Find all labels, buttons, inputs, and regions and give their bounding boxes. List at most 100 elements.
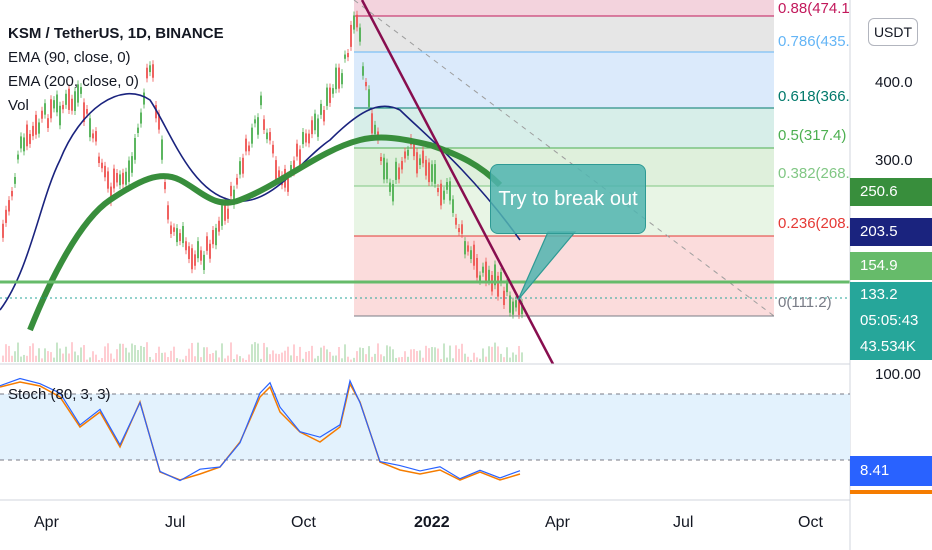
- candle-body: [368, 89, 370, 107]
- candle-body: [326, 87, 328, 106]
- stoch-d-line: [0, 381, 521, 481]
- volume-bar: [251, 344, 253, 362]
- candle-body: [512, 301, 514, 315]
- volume-bar: [353, 357, 355, 362]
- candle-body: [437, 188, 439, 193]
- volume-bar: [404, 351, 406, 362]
- volume-bar: [68, 353, 70, 362]
- candle-body: [482, 266, 484, 273]
- candle-body: [77, 84, 79, 103]
- stoch-legend[interactable]: Stoch (80, 3, 3): [8, 386, 111, 403]
- volume-bar: [197, 342, 199, 362]
- volume-bar: [416, 350, 418, 362]
- fib-label-0: 0(111.2): [778, 294, 832, 311]
- volume-bar: [248, 354, 250, 362]
- candle-body: [308, 133, 310, 144]
- symbol-title[interactable]: KSM / TetherUS, 1D, BINANCE: [8, 25, 224, 42]
- volume-bar: [290, 355, 292, 362]
- candle-body: [317, 118, 319, 137]
- volume-bar: [257, 343, 259, 362]
- candle-body: [320, 103, 322, 115]
- candle-body: [254, 119, 256, 124]
- candle-body: [287, 175, 289, 192]
- volume-bar: [233, 359, 235, 362]
- volume-bar: [206, 347, 208, 362]
- support-price-tag: 154.9: [850, 252, 932, 280]
- volume-bar: [200, 357, 202, 362]
- stoch-k-line: [0, 377, 521, 482]
- ema-90-legend[interactable]: EMA (90, close, 0): [8, 49, 131, 66]
- volume-bar: [194, 356, 196, 362]
- downtrend-line[interactable]: [360, 0, 555, 365]
- volume-bar: [5, 344, 7, 362]
- volume-bar: [239, 356, 241, 362]
- fib-trend-line[interactable]: [353, 0, 775, 317]
- candlesticks: [2, 10, 523, 319]
- volume-bar: [173, 346, 175, 362]
- volume-bar: [203, 347, 205, 362]
- candle-body: [356, 14, 358, 28]
- volume-bar: [371, 356, 373, 362]
- volume-bar: [77, 355, 79, 362]
- candle-body: [398, 167, 400, 180]
- candle-body: [23, 137, 25, 152]
- volume-bar: [269, 354, 271, 362]
- volume-bar: [338, 346, 340, 362]
- volume-bar: [284, 350, 286, 362]
- volume-legend[interactable]: Vol: [8, 97, 29, 114]
- candle-body: [146, 67, 148, 79]
- volume-bar: [74, 351, 76, 362]
- candle-body: [371, 113, 373, 134]
- volume-bar: [485, 356, 487, 362]
- time-label-jul-2: Jul: [673, 514, 694, 531]
- candle-body: [113, 168, 115, 189]
- last-price-tag: 133.2: [850, 282, 932, 308]
- candle-body: [56, 94, 58, 113]
- time-label-2022: 2022: [414, 514, 450, 531]
- volume-bar: [107, 343, 109, 362]
- candle-body: [407, 149, 409, 156]
- candle-body: [80, 87, 82, 94]
- ema-200-legend[interactable]: EMA (200, close, 0): [8, 73, 139, 90]
- candle-body: [476, 257, 478, 278]
- volume-bar: [491, 346, 493, 362]
- fib-label-0.5: 0.5(317.4): [778, 127, 847, 144]
- ema-200-line[interactable]: [27, 134, 503, 332]
- candle-body: [443, 190, 445, 200]
- volume-bar: [464, 353, 466, 362]
- volume-bar: [377, 343, 379, 362]
- time-label-oct-2: Oct: [798, 514, 823, 531]
- volume-bar: [386, 345, 388, 362]
- volume-bar: [302, 358, 304, 362]
- candle-body: [14, 177, 16, 184]
- candle-body: [473, 244, 475, 266]
- volume-bar: [11, 355, 13, 362]
- volume-bar: [53, 357, 55, 362]
- candle-body: [488, 269, 490, 282]
- volume-bar: [86, 359, 88, 362]
- candle-body: [431, 164, 433, 182]
- candle-body: [350, 24, 352, 47]
- candle-body: [89, 118, 91, 138]
- candle-body: [167, 205, 169, 220]
- countdown-tag: 05:05:43: [850, 308, 932, 334]
- volume-bar: [347, 356, 349, 362]
- candle-body: [26, 124, 28, 147]
- volume-bar: [56, 342, 58, 362]
- volume-bar: [515, 354, 517, 362]
- candle-body: [449, 181, 451, 201]
- volume-bar: [320, 347, 322, 362]
- volume-bar: [224, 358, 226, 362]
- volume-bar: [128, 352, 130, 362]
- candle-body: [305, 133, 307, 143]
- break-out-callout[interactable]: Try to break out: [490, 164, 646, 234]
- candle-body: [383, 157, 385, 180]
- candle-body: [233, 189, 235, 205]
- candle-body: [452, 199, 454, 213]
- currency-button[interactable]: USDT: [868, 18, 918, 46]
- indicator-legend: KSM / TetherUS, 1D, BINANCE EMA (90, clo…: [8, 22, 224, 118]
- volume-bar: [2, 355, 4, 362]
- candle-body: [497, 275, 499, 297]
- candle-body: [143, 92, 145, 105]
